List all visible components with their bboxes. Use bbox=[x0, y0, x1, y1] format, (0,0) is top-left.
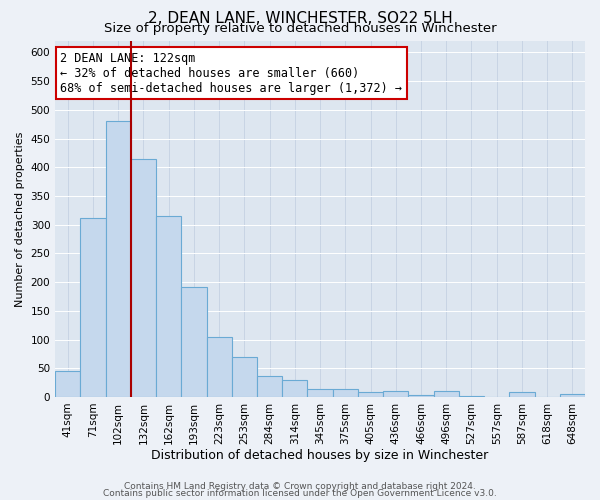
Bar bbox=[459, 396, 484, 397]
Bar bbox=[307, 390, 332, 397]
Bar bbox=[282, 380, 307, 397]
X-axis label: Distribution of detached houses by size in Winchester: Distribution of detached houses by size … bbox=[151, 450, 489, 462]
Y-axis label: Number of detached properties: Number of detached properties bbox=[15, 132, 25, 306]
Bar bbox=[257, 376, 282, 397]
Bar bbox=[358, 392, 383, 397]
Bar bbox=[106, 122, 131, 397]
Text: Contains public sector information licensed under the Open Government Licence v3: Contains public sector information licen… bbox=[103, 488, 497, 498]
Bar bbox=[560, 394, 585, 397]
Bar bbox=[181, 286, 206, 397]
Bar bbox=[434, 391, 459, 397]
Text: 2 DEAN LANE: 122sqm
← 32% of detached houses are smaller (660)
68% of semi-detac: 2 DEAN LANE: 122sqm ← 32% of detached ho… bbox=[61, 52, 403, 94]
Bar bbox=[131, 158, 156, 397]
Bar bbox=[206, 336, 232, 397]
Bar bbox=[332, 389, 358, 397]
Text: Contains HM Land Registry data © Crown copyright and database right 2024.: Contains HM Land Registry data © Crown c… bbox=[124, 482, 476, 491]
Bar bbox=[509, 392, 535, 397]
Bar bbox=[232, 358, 257, 397]
Bar bbox=[80, 218, 106, 397]
Bar bbox=[383, 391, 409, 397]
Bar bbox=[156, 216, 181, 397]
Text: Size of property relative to detached houses in Winchester: Size of property relative to detached ho… bbox=[104, 22, 496, 35]
Bar bbox=[55, 370, 80, 397]
Text: 2, DEAN LANE, WINCHESTER, SO22 5LH: 2, DEAN LANE, WINCHESTER, SO22 5LH bbox=[148, 11, 452, 26]
Bar bbox=[409, 395, 434, 397]
